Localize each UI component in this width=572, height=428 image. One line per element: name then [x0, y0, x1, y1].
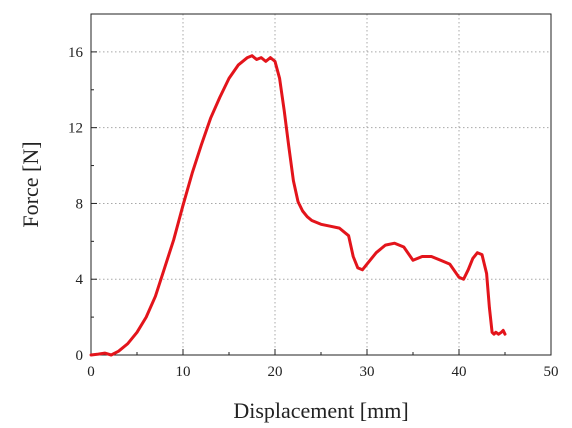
y-tick-label: 12 [68, 121, 83, 137]
y-tick-label: 8 [76, 196, 84, 212]
plot-frame [90, 13, 552, 356]
y-tick-label: 4 [76, 272, 84, 288]
series-layer [89, 54, 507, 357]
x-axis-title: Displacement [mm] [233, 398, 408, 423]
x-tick-label: 10 [176, 364, 191, 380]
x-tick-label: 50 [544, 364, 559, 380]
x-tick-label: 0 [87, 364, 95, 380]
x-tick-label: 20 [268, 364, 283, 380]
x-tick-label: 40 [452, 364, 467, 380]
force-curve-line [89, 54, 507, 357]
grid-layer [91, 14, 551, 355]
y-tick-label: 0 [76, 348, 84, 364]
y-axis-title: Force [N] [18, 141, 43, 227]
x-tick-label: 30 [360, 364, 375, 380]
y-tick-label: 16 [68, 45, 84, 61]
tick-layer: 0 10 20 30 40 50 0 4 8 12 16 [68, 45, 559, 380]
